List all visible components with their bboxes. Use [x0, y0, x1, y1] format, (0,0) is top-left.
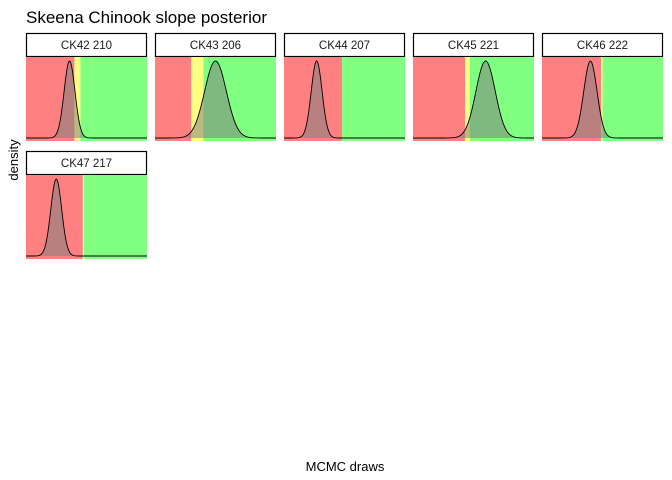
density-line: [413, 60, 534, 139]
yellow-zone: [601, 57, 603, 141]
facet-strip-label: CK44 207: [319, 40, 370, 52]
yellow-zone: [82, 175, 85, 259]
facet-panel: CK43 206: [154, 32, 277, 141]
x-axis-title: MCMC draws: [306, 459, 385, 474]
density-line: [284, 60, 405, 139]
red-zone: [155, 57, 192, 141]
red-zone: [413, 57, 466, 141]
facet-panels: CK42 210 CK43 206 CK44 207 CK45 221 CK46 222…: [25, 32, 664, 259]
density-line: [26, 178, 147, 257]
facet-strip-label: CK47 217: [61, 158, 112, 170]
facet-strip: [283, 32, 406, 58]
facet-panel: CK47 217: [25, 150, 148, 259]
green-zone: [84, 175, 147, 259]
facet-panel: CK44 207: [283, 32, 406, 141]
density-line: [155, 60, 276, 139]
yellow-zone: [74, 57, 81, 141]
green-zone: [602, 57, 663, 141]
facet-strip: [25, 32, 148, 58]
facet-strip: [154, 32, 277, 58]
density-line: [542, 60, 663, 139]
facet-strip-label: CK46 222: [577, 40, 628, 52]
facet-strip-label: CK45 221: [448, 40, 499, 52]
facet-strip: [25, 150, 148, 176]
facet-panel: CK42 210: [25, 32, 148, 141]
facet-strip: [541, 32, 664, 58]
density-area: [413, 61, 534, 138]
density-area: [284, 61, 405, 138]
density-line: [26, 60, 147, 139]
facet-strip-label: CK42 210: [61, 40, 112, 52]
green-zone: [80, 57, 147, 141]
y-axis-title: density: [6, 139, 21, 181]
density-area: [155, 61, 276, 138]
facet-panel: CK46 222: [541, 32, 664, 141]
green-zone: [342, 57, 405, 141]
density-area: [26, 179, 147, 256]
chart-title: Skeena Chinook slope posterior: [26, 8, 267, 27]
yellow-zone: [465, 57, 470, 141]
facet-panel: CK45 221: [412, 32, 535, 141]
facet-strip-label: CK43 206: [190, 40, 241, 52]
facet-strip: [412, 32, 535, 58]
